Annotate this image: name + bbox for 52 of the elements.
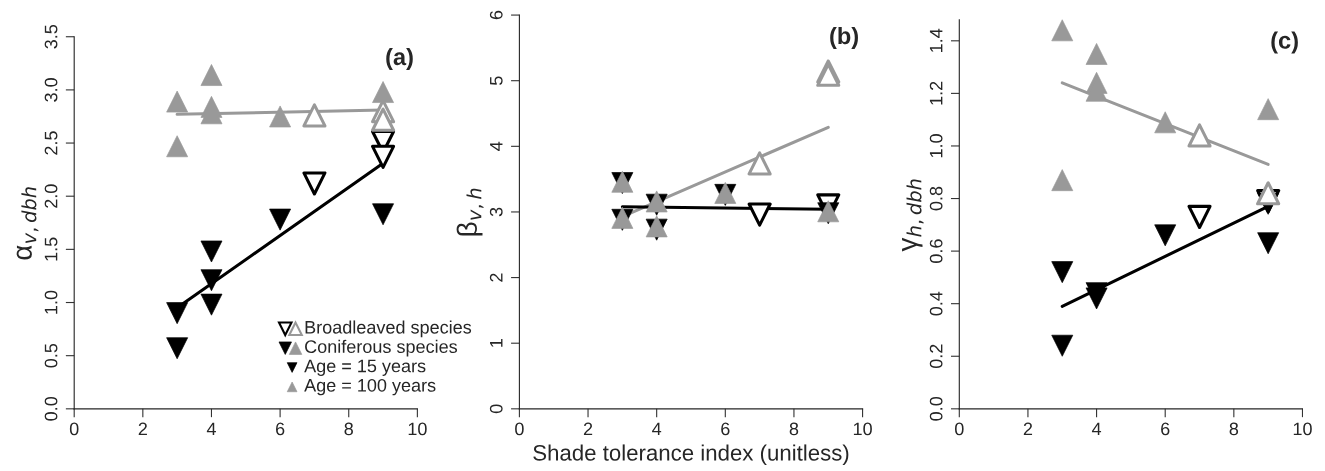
x-tick-label: 6 [276,422,285,436]
x-tick-label: 0 [69,422,79,436]
y-tick-label: 1 [490,339,503,347]
y-tick-label: 0.0 [44,396,58,421]
x-tick-label: 6 [721,422,730,436]
y-tick-label: 0 [489,404,503,414]
annotation: Age = 15 years [304,359,426,376]
x-tick-label: 2 [138,422,147,436]
y-tick-label: 2.0 [44,184,58,208]
annotation: Coniferous species [305,339,458,357]
x-tick-label: 2 [1023,422,1033,436]
y-axis-title: β$_{v,h}$ [456,188,484,236]
y-tick-label: 2 [489,273,503,282]
y-tick-label: 5 [490,76,503,85]
y-tick-label: 1.4 [929,28,943,52]
y-tick-label: 0.4 [929,291,943,316]
x-tick-label: 4 [206,422,216,436]
y-tick-label: 2.5 [44,131,58,155]
y-axis-title: α$_{v,dbh}$ [16,187,39,260]
y-tick-label: 1.5 [44,237,58,261]
y-tick-label: 6 [489,10,503,20]
chart-title: (b) [830,26,858,49]
y-axis-title: γ$_{h,dbh}$ [902,179,924,252]
chart-title: (a) [386,47,413,70]
y-tick-label: 0.5 [44,343,58,368]
x-tick-label: 0 [954,422,964,436]
x-tick-label: 4 [652,422,662,436]
y-tick-label: 3.0 [44,78,58,102]
y-tick-label: 0.2 [929,344,943,369]
y-tick-label: 1.2 [929,81,943,105]
y-tick-label: 0.8 [929,186,943,211]
x-tick-label: 8 [344,422,353,436]
y-tick-label: 3.5 [44,24,58,49]
annotation: Broadleaved species [305,320,472,338]
x-tick-label: 4 [1091,422,1102,436]
annotation: Age = 100 years [304,378,436,396]
y-tick-label: 1.0 [44,290,58,314]
x-tick-label: 10 [853,422,872,436]
x-tick-label: 2 [583,422,593,436]
y-tick-label: 0.6 [929,239,943,263]
x-tick-label: 10 [408,422,427,436]
y-tick-label: 3 [489,207,503,217]
chart-title: (c) [1271,31,1298,54]
x-tick-label: 8 [789,422,799,436]
x-tick-label: 8 [1229,422,1239,436]
x-tick-label: 10 [1293,422,1312,436]
x-axis-title: Shade tolerance index (unitless) [533,444,849,466]
y-tick-label: 0.0 [929,396,943,421]
y-tick-label: 4 [490,141,503,151]
x-tick-label: 6 [1161,422,1170,436]
y-tick-label: 1.0 [929,134,943,158]
x-tick-label: 0 [515,422,524,436]
